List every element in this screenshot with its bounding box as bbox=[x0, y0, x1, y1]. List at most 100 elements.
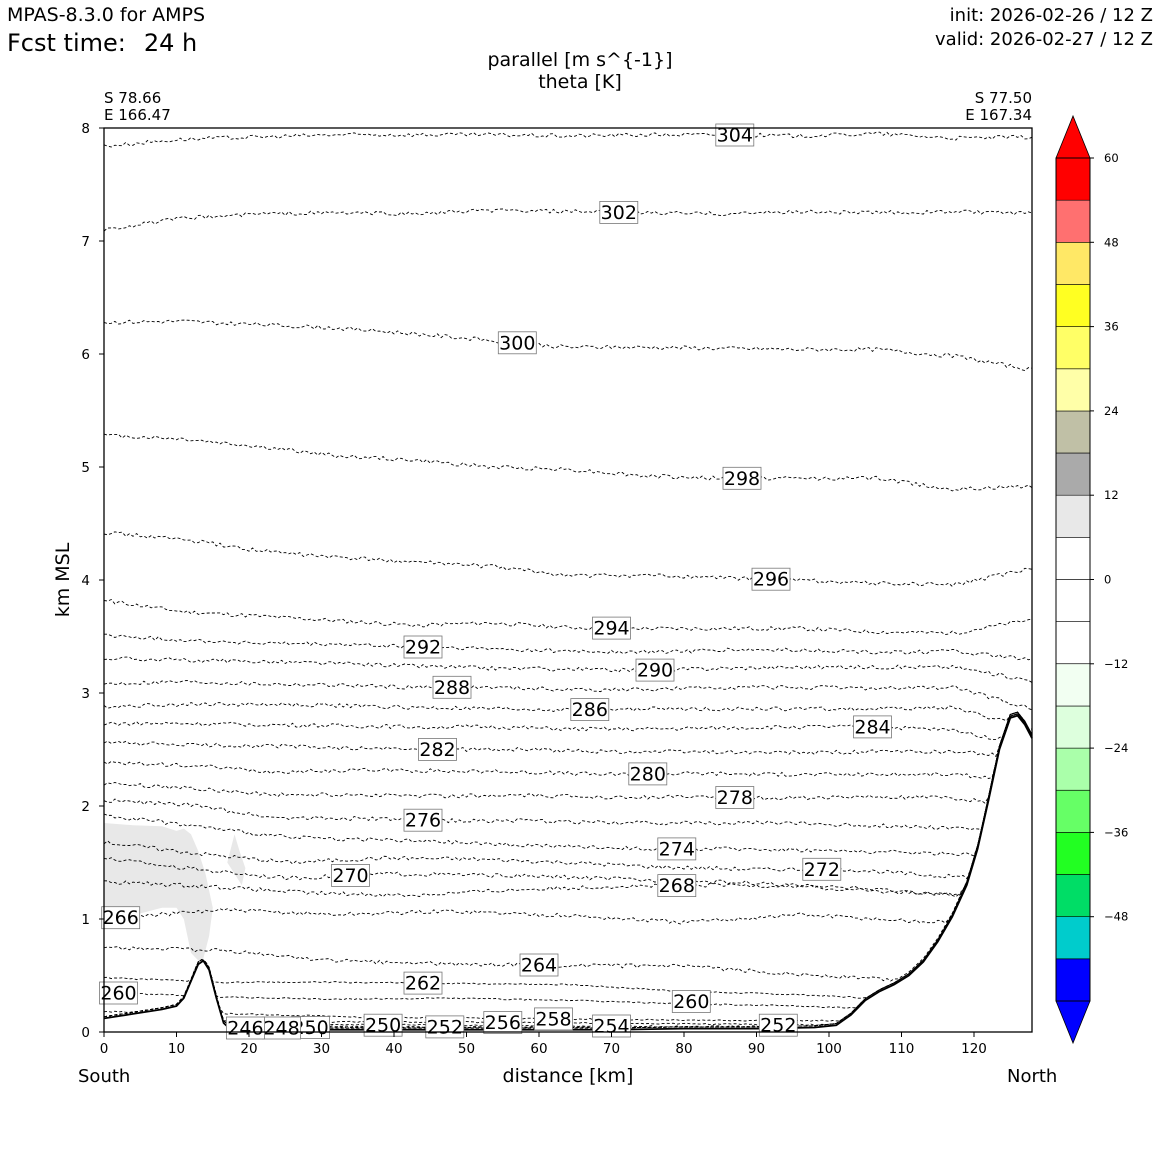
chart-title-line2: theta [K] bbox=[538, 71, 622, 93]
contour-label: 268 bbox=[657, 874, 697, 897]
contour-label: 270 bbox=[331, 864, 370, 887]
x-tick-label: 80 bbox=[675, 1041, 692, 1057]
contour-label: 292 bbox=[403, 635, 443, 659]
contour-label-text: 262 bbox=[405, 973, 441, 995]
contour-label-box bbox=[403, 635, 443, 659]
y-axis-label: km MSL bbox=[52, 542, 74, 617]
theta-contour-line bbox=[103, 433, 1033, 492]
theta-contour-line bbox=[103, 711, 1033, 857]
contour-label: 248 bbox=[262, 1016, 302, 1040]
contour-label-text: 246 bbox=[227, 1018, 263, 1040]
colorbar-tick-label: −36 bbox=[1104, 825, 1128, 839]
colorbar-segment bbox=[1055, 789, 1091, 833]
colorbar-segment bbox=[1055, 284, 1091, 327]
colorbar-segment bbox=[1055, 579, 1091, 622]
contour-label: 294 bbox=[592, 616, 631, 640]
left-end-latitude: S 78.66 bbox=[104, 89, 162, 107]
contour-label-box bbox=[534, 1007, 573, 1031]
colorbar-segment bbox=[1055, 157, 1091, 201]
theta-contour-line bbox=[103, 711, 1033, 925]
contour-label-box bbox=[635, 658, 675, 682]
valid-time: valid: 2026-02-27 / 12 Z bbox=[935, 29, 1153, 50]
contour-label-text: 294 bbox=[593, 618, 629, 640]
theta-contour-line bbox=[103, 680, 1033, 711]
colorbar-segment bbox=[1055, 747, 1091, 791]
contour-label-box bbox=[331, 864, 370, 887]
contour-label-box bbox=[715, 786, 755, 809]
contour-label-box bbox=[722, 466, 762, 490]
contour-label: 246 bbox=[225, 1016, 265, 1040]
fcst-time-value: 24 h bbox=[143, 29, 198, 57]
y-tick-label: 1 bbox=[81, 912, 90, 928]
contour-label-text: 292 bbox=[405, 637, 441, 659]
fcst-time-label: Fcst time: bbox=[7, 29, 126, 57]
terrain-line bbox=[103, 714, 1033, 1031]
colorbar-segment bbox=[1055, 705, 1091, 749]
colorbar-segment bbox=[1055, 410, 1091, 454]
terrain-fill bbox=[104, 715, 1032, 1032]
contour-label-box bbox=[403, 808, 443, 832]
colorbar-tick-label: −24 bbox=[1104, 741, 1128, 755]
contour-label-text: 302 bbox=[601, 202, 637, 224]
contour-label-box bbox=[483, 1011, 523, 1034]
right-direction-label: North bbox=[1007, 1066, 1058, 1087]
contour-label-text: 300 bbox=[499, 332, 535, 354]
contour-label-box bbox=[715, 123, 755, 147]
contour-label: 272 bbox=[802, 857, 842, 881]
theta-contour-line bbox=[103, 701, 1033, 730]
contour-label-text: 258 bbox=[535, 1008, 571, 1030]
wind-shading-region bbox=[227, 834, 246, 886]
theta-contour-line bbox=[103, 711, 1033, 758]
model-title: MPAS-8.3.0 for AMPS bbox=[7, 4, 206, 26]
y-tick-label: 7 bbox=[81, 234, 90, 250]
contour-label: 304 bbox=[715, 123, 755, 147]
theta-contour-line bbox=[104, 633, 1033, 661]
contour-label-box bbox=[363, 1013, 403, 1037]
x-tick-label: 10 bbox=[168, 1041, 185, 1057]
contour-label-layer: 304 302 300 298 296 294 292 290 288 286 284 282 280 2… bbox=[99, 123, 892, 1040]
x-tick-label: 30 bbox=[313, 1041, 330, 1057]
contour-label: 250 bbox=[291, 1016, 331, 1039]
x-tick-label: 120 bbox=[961, 1041, 987, 1057]
contour-label: 276 bbox=[403, 808, 443, 832]
y-tick-label: 0 bbox=[81, 1025, 90, 1041]
contour-label-text: 266 bbox=[103, 907, 139, 929]
theta-contour-line bbox=[103, 713, 1033, 1009]
colorbar-segment bbox=[1055, 199, 1091, 243]
contour-label-box bbox=[657, 837, 697, 861]
contour-label-box bbox=[99, 981, 138, 1005]
contour-label: 302 bbox=[599, 200, 639, 224]
colorbar-tick-label: 0 bbox=[1104, 573, 1111, 587]
contour-label: 298 bbox=[722, 466, 762, 490]
contour-label: 290 bbox=[635, 658, 675, 682]
theta-contour-line bbox=[103, 711, 1033, 804]
contour-label: 280 bbox=[628, 762, 668, 785]
colorbar-tick-label: 24 bbox=[1104, 404, 1119, 418]
contour-label-text: 278 bbox=[717, 787, 753, 809]
contour-label: 262 bbox=[403, 971, 443, 995]
contour-label-text: 274 bbox=[659, 838, 695, 860]
contour-label: 256 bbox=[483, 1011, 523, 1034]
contour-label: 284 bbox=[853, 715, 892, 738]
contour-label-text: 270 bbox=[332, 865, 368, 887]
x-tick-label: 40 bbox=[385, 1041, 402, 1057]
theta-contour-line bbox=[103, 208, 1033, 232]
contour-label-box bbox=[403, 971, 443, 995]
contour-label-box bbox=[802, 857, 842, 881]
y-tick-label: 5 bbox=[81, 460, 90, 476]
chart-title-line1: parallel [m s^{-1}] bbox=[487, 49, 673, 71]
colorbar-tick-label: 48 bbox=[1104, 235, 1119, 249]
init-time: init: 2026-02-26 / 12 Z bbox=[949, 5, 1153, 26]
theta-contour-line bbox=[103, 711, 1033, 982]
contour-label: 252 bbox=[758, 1013, 798, 1037]
colorbar-segment bbox=[1055, 958, 1091, 1002]
contour-label-text: 286 bbox=[572, 699, 608, 721]
x-tick-label: 110 bbox=[889, 1041, 915, 1057]
colorbar-tick-label: 36 bbox=[1104, 320, 1119, 334]
left-end-longitude: E 166.47 bbox=[104, 106, 171, 124]
colorbar-segment bbox=[1055, 621, 1091, 664]
x-tick-label: 100 bbox=[816, 1041, 842, 1057]
colorbar-segment bbox=[1055, 242, 1091, 285]
colorbar-segment bbox=[1055, 536, 1091, 580]
